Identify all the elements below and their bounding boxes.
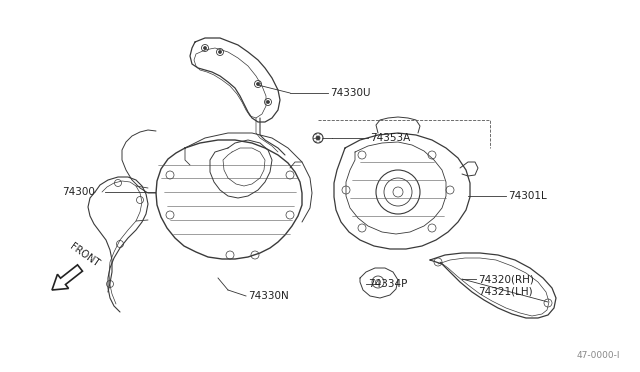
Text: 74300: 74300 [62,187,95,197]
Circle shape [218,51,221,54]
Circle shape [266,100,269,103]
Circle shape [316,136,320,140]
FancyArrow shape [52,265,83,290]
Text: 74334P: 74334P [368,279,408,289]
Text: 74301L: 74301L [508,191,547,201]
Circle shape [257,83,259,86]
Text: FRONT: FRONT [68,241,101,269]
Text: 47-0000-I: 47-0000-I [577,351,620,360]
Circle shape [204,46,207,49]
Text: 74353A: 74353A [370,133,410,143]
Text: 74330U: 74330U [330,88,371,98]
Text: 74330N: 74330N [248,291,289,301]
Text: 74321(LH): 74321(LH) [478,287,532,297]
Text: 74320(RH): 74320(RH) [478,274,534,284]
